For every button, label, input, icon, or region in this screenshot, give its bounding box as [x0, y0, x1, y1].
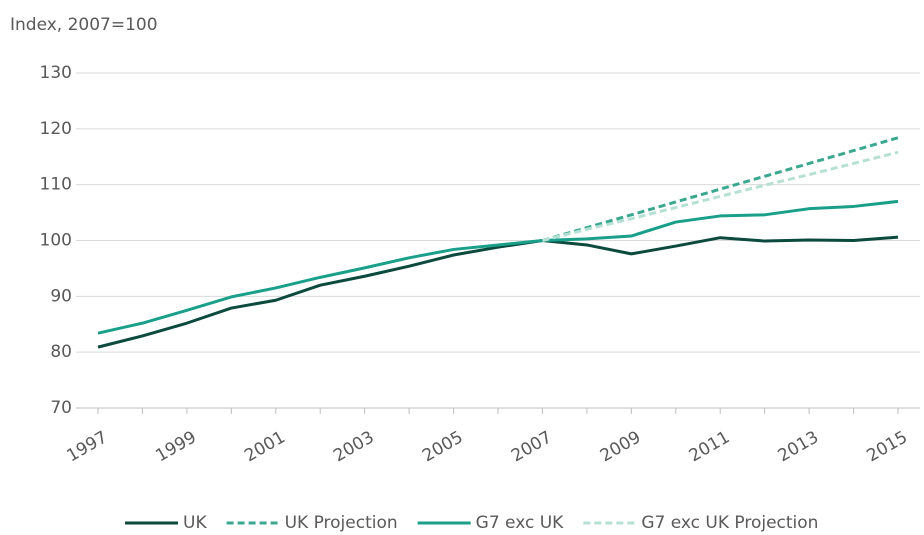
y-tick-label: 130: [40, 63, 72, 83]
legend-label: G7 exc UK: [476, 513, 565, 533]
x-tick-label: 1999: [152, 427, 199, 466]
y-tick-label: 80: [50, 342, 72, 362]
x-tick-label: 1997: [64, 427, 111, 466]
y-tick-label: 90: [50, 286, 72, 306]
x-tick-label: 2001: [241, 427, 288, 466]
line-series: [542, 150, 899, 242]
x-tick-label: 2003: [330, 427, 377, 466]
x-tick-label: 2015: [864, 427, 911, 466]
y-tick-label: 120: [40, 119, 72, 139]
y-tick-label: 100: [40, 231, 72, 251]
x-tick-label: 2005: [419, 427, 466, 466]
line-series: [97, 235, 899, 349]
line-series: [542, 136, 899, 242]
legend-label: UK: [183, 513, 207, 533]
x-tick-label: 2013: [775, 427, 822, 466]
y-tick-label: 70: [50, 398, 72, 418]
x-tick-label: 2011: [686, 427, 733, 466]
y-tick-label: 110: [40, 175, 72, 195]
y-axis-label: Index, 2007=100: [10, 15, 158, 35]
legend-label: UK Projection: [285, 513, 398, 533]
legend-label: G7 exc UK Projection: [641, 513, 818, 533]
x-tick-label: 2009: [597, 427, 644, 466]
x-tick-label: 2007: [508, 427, 555, 466]
line-series: [97, 199, 899, 335]
